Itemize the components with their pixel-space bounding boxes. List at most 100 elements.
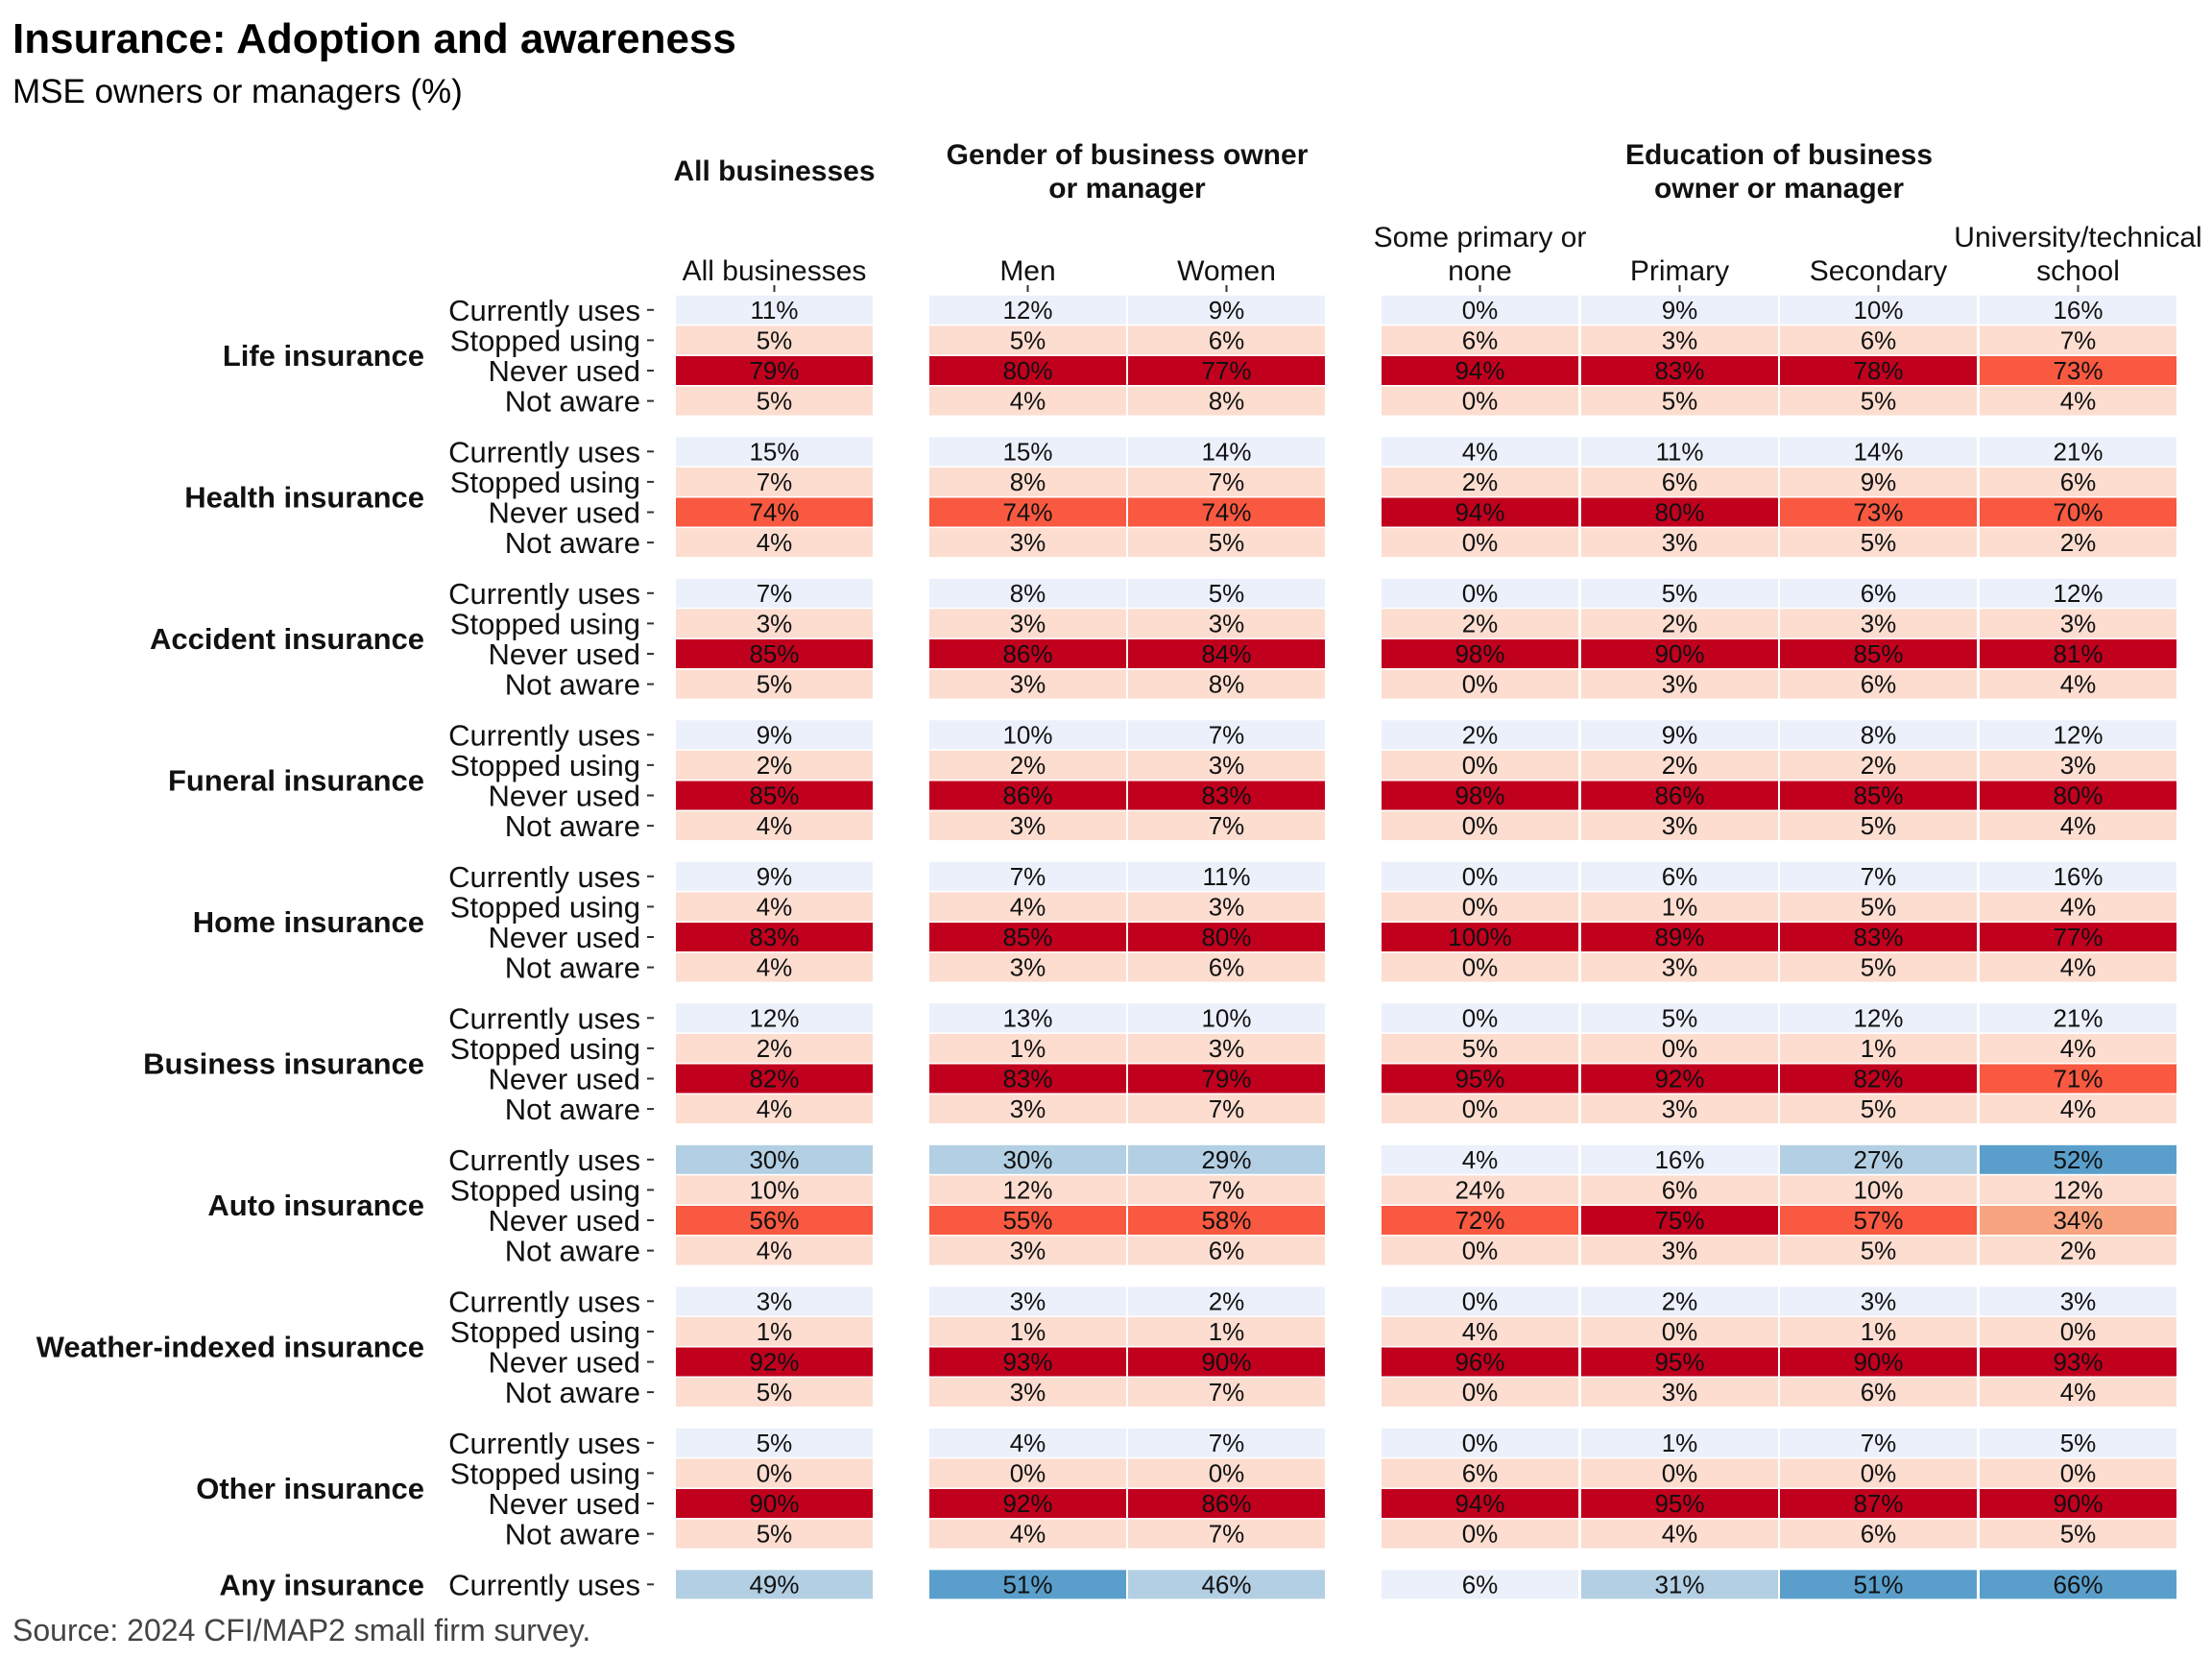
heatmap-cell [1980,578,2176,608]
cell-value: 0% [1462,811,1499,840]
cell-value: 96% [1455,1348,1504,1377]
heatmap-cell [1780,750,1977,780]
cell-value: 14% [1201,437,1251,466]
heatmap-cell [1128,750,1325,780]
heatmap-cell [1980,892,2176,922]
cell-value: 1% [757,1317,793,1346]
cell-value: 80% [2053,781,2103,810]
heatmap-cell [676,1094,873,1124]
heatmap-cell [676,437,873,467]
cell-value: 83% [1002,1065,1052,1094]
cell-value: 3% [1010,670,1046,699]
heatmap-cell [1980,386,2176,416]
cell-value: 4% [1010,1429,1046,1457]
heatmap-cell [676,1570,873,1599]
status-label: Currently uses [448,294,640,327]
heatmap-cell [929,1570,1126,1599]
heatmap-cell [929,1378,1126,1407]
heatmap-cell [1382,781,1578,810]
cell-value: 0% [1462,1237,1499,1265]
cell-value: 12% [1002,1175,1052,1204]
category-label: Weather-indexed insurance [36,1331,424,1364]
heatmap-cell [1780,811,1977,841]
cell-value: 5% [1662,579,1698,608]
status-label: Not aware [505,951,640,985]
heatmap-cell [929,497,1126,527]
cell-value: 83% [1654,356,1704,385]
cell-value: 3% [2060,609,2097,637]
cell-value: 94% [1455,1489,1504,1518]
heatmap-cell [1382,528,1578,558]
cell-value: 11% [750,296,798,325]
cell-value: 7% [1861,862,1897,891]
cell-value: 3% [1662,1094,1698,1123]
status-label: Stopped using [450,1032,640,1066]
heatmap-cell [929,295,1126,325]
heatmap-cell [676,1286,873,1316]
heatmap-cell [1581,609,1778,638]
heatmap-cell [1382,811,1578,841]
heatmap-cell [676,1206,873,1235]
heatmap-cell [676,528,873,558]
heatmap-cell [1382,639,1578,668]
heatmap-cell [1780,356,1977,385]
heatmap-cell [1382,1570,1578,1599]
heatmap-cell [1382,1094,1578,1124]
heatmap-cell [1128,1428,1325,1457]
cell-value: 2% [757,751,793,780]
cell-value: 7% [1010,862,1046,891]
heatmap-cell [676,1064,873,1094]
cell-value: 7% [757,468,793,496]
heatmap-cell [1128,497,1325,527]
cell-value: 29% [1201,1145,1251,1174]
cell-value: 4% [757,1094,793,1123]
heatmap-cell [929,1316,1126,1346]
heatmap-cell [1128,952,1325,982]
heatmap-cell [1581,1033,1778,1063]
cell-value: 2% [1662,1286,1698,1315]
heatmap-cell [1581,1003,1778,1033]
cell-value: 2% [1010,751,1046,780]
cell-value: 8% [1209,670,1245,699]
heatmap-cell [1780,578,1977,608]
cell-value: 2% [1462,720,1499,749]
status-label: Stopped using [450,466,640,499]
heatmap-cell [1382,1519,1578,1549]
heatmap-cell [676,1144,873,1174]
status-label: Currently uses [448,1427,640,1460]
heatmap-cell [1581,1570,1778,1599]
heatmap-cell [1128,781,1325,810]
cell-value: 7% [757,579,793,608]
cell-value: 7% [1209,1175,1245,1204]
heatmap-cell [676,781,873,810]
heatmap-cell [929,669,1126,699]
cell-value: 3% [2060,1286,2097,1315]
heatmap-cell [676,609,873,638]
cell-value: 30% [749,1145,799,1174]
heatmap-cell [1581,639,1778,668]
heatmap-cell [1581,781,1778,810]
heatmap-cell [929,578,1126,608]
heatmap-cell [1980,1064,2176,1094]
cell-value: 12% [2053,720,2103,749]
heatmap-cell [1581,1064,1778,1094]
cell-value: 10% [749,1175,799,1204]
cell-value: 15% [1002,437,1052,466]
status-label: Not aware [505,526,640,560]
heatmap-cell [1128,1489,1325,1518]
cell-value: 5% [1861,953,1897,982]
cell-value: 4% [1462,1317,1499,1346]
source-note: Source: 2024 CFI/MAP2 small firm survey. [12,1613,591,1647]
cell-value: 4% [1662,1520,1698,1549]
cell-value: 74% [1002,498,1052,527]
cell-value: 85% [749,639,799,668]
cell-value: 0% [1462,579,1499,608]
cell-value: 8% [1861,720,1897,749]
heatmap-cell [1581,295,1778,325]
cell-value: 3% [1662,528,1698,557]
cell-value: 0% [1662,1317,1698,1346]
heatmap-cell [1980,1428,2176,1457]
heatmap-cell [929,1286,1126,1316]
heatmap-cell [929,1094,1126,1124]
